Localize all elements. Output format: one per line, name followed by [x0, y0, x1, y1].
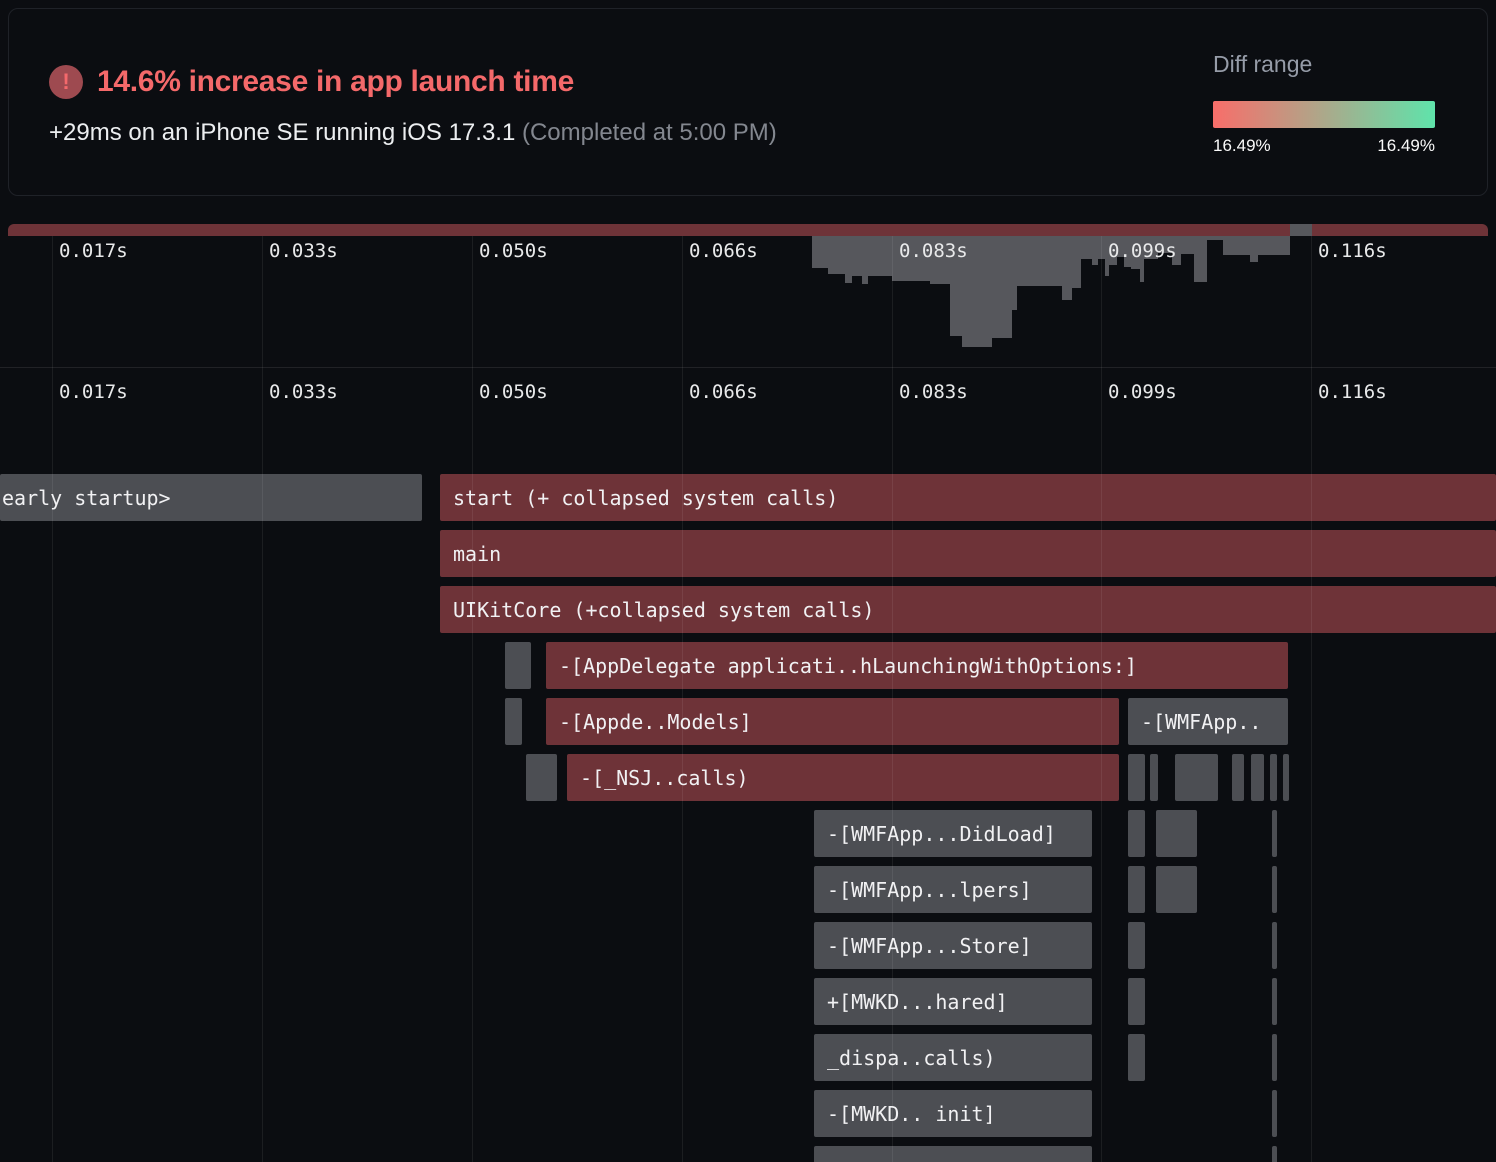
flame-bar[interactable]	[1128, 866, 1145, 913]
flame-bar[interactable]	[1150, 754, 1158, 801]
flame-bar[interactable]	[1272, 1034, 1277, 1081]
flame-bar-label: +[MWKD...hared]	[827, 989, 1008, 1014]
diff-range-gradient	[1213, 101, 1435, 128]
flame-bar-regressed[interactable]: -[AppDelegate applicati..hLaunchingWithO…	[546, 642, 1288, 689]
minimap-tick-label: 0.033s	[269, 240, 338, 262]
flame-bar[interactable]	[1175, 754, 1218, 801]
flame-bar-regressed[interactable]: -[Appde..Models]	[546, 698, 1119, 745]
flame-bar-label: -[WMFApp...Store]	[827, 933, 1032, 958]
diff-range-values: 16.49% 16.49%	[1213, 136, 1435, 156]
ruler-gridline	[472, 367, 473, 1162]
flame-bar-label: -[AppDelegate applicati..hLaunchingWithO…	[559, 653, 1137, 678]
minimap-gridline	[472, 236, 473, 367]
ruler-gridline	[1101, 367, 1102, 1162]
ruler-tick-label: 0.083s	[899, 381, 968, 403]
minimap-range-strip[interactable]	[8, 224, 1488, 236]
minimap-gridline	[682, 236, 683, 367]
flame-bar-label: -[MWKD.. init]	[827, 1101, 996, 1126]
ruler-gridline	[1311, 367, 1312, 1162]
warning-icon: !	[49, 65, 83, 99]
flame-bar[interactable]	[1272, 810, 1277, 857]
flame-bar[interactable]	[1156, 866, 1197, 913]
summary-card: ! 14.6% increase in app launch time +29m…	[8, 8, 1488, 196]
flame-bar-label: -[Appde..Models]	[559, 709, 752, 734]
flame-bar[interactable]	[526, 754, 557, 801]
minimap-gridline	[892, 236, 893, 367]
flame-bar[interactable]	[1128, 754, 1145, 801]
flame-bar[interactable]: +[MWKD...hared]	[814, 978, 1092, 1025]
ruler-tick-label: 0.033s	[269, 381, 338, 403]
flame-bar-label: -[WMFApp...lpers]	[827, 877, 1032, 902]
flame-bar[interactable]	[1272, 978, 1277, 1025]
flame-bar-label: -[WMFApp..	[1141, 709, 1262, 734]
minimap-tick-label: 0.066s	[689, 240, 758, 262]
subtitle-text: +29ms on an iPhone SE running iOS 17.3.1	[49, 119, 516, 146]
flame-bar[interactable]	[1232, 754, 1244, 801]
flame-bar[interactable]	[1272, 1090, 1277, 1137]
minimap-tick-label: 0.050s	[479, 240, 548, 262]
flame-bar[interactable]: _dispa..calls)	[814, 1034, 1092, 1081]
flame-bar[interactable]: -[WMFApp...lpers]	[814, 866, 1092, 913]
flame-bar[interactable]	[1283, 754, 1289, 801]
minimap-tick-label: 0.099s	[1108, 240, 1177, 262]
completed-note: (Completed at 5:00 PM)	[521, 119, 777, 146]
alert-title: 14.6% increase in app launch time	[97, 65, 574, 98]
flame-bar[interactable]	[1270, 754, 1277, 801]
minimap-tick-label: 0.116s	[1318, 240, 1387, 262]
flame-bar[interactable]: -[WMFApp...DidLoad]	[814, 810, 1092, 857]
flame-bar-label: UIKitCore (+collapsed system calls)	[453, 597, 875, 622]
minimap-gridline	[1101, 236, 1102, 367]
diff-range-max: 16.49%	[1377, 136, 1435, 155]
ruler-tick-label: 0.116s	[1318, 381, 1387, 403]
flame-bar[interactable]: -[WMFApp...Store]	[814, 922, 1092, 969]
ruler-tick-label: 0.099s	[1108, 381, 1177, 403]
ruler-tick-label: 0.050s	[479, 381, 548, 403]
flame-bar-regressed[interactable]: UIKitCore (+collapsed system calls)	[440, 586, 1496, 633]
flame-bar-label: start (+ collapsed system calls)	[453, 485, 839, 510]
ruler-gridline	[52, 367, 53, 1162]
minimap-tick-label: 0.083s	[899, 240, 968, 262]
flame-bar[interactable]	[1272, 922, 1277, 969]
flame-bar-label: _dispa..calls)	[827, 1045, 996, 1070]
flame-bar[interactable]: early startup>	[0, 474, 422, 521]
ruler-gridline	[892, 367, 893, 1162]
flame-bar[interactable]	[814, 1146, 1092, 1162]
ruler-tick-label: 0.066s	[689, 381, 758, 403]
flame-bar[interactable]	[1128, 978, 1145, 1025]
device-subtitle: +29ms on an iPhone SE running iOS 17.3.1…	[49, 119, 777, 147]
flame-bar[interactable]	[1128, 922, 1145, 969]
flame-bar[interactable]	[1128, 1034, 1145, 1081]
flame-bar[interactable]: -[WMFApp..	[1128, 698, 1288, 745]
diff-range-label: Diff range	[1213, 51, 1313, 77]
flame-bar[interactable]	[1128, 810, 1145, 857]
flame-bar[interactable]	[1251, 754, 1264, 801]
flame-bar-regressed[interactable]: -[_NSJ..calls)	[567, 754, 1119, 801]
minimap-gridline	[1311, 236, 1312, 367]
flame-bar[interactable]	[1272, 866, 1277, 913]
ruler-gridline	[682, 367, 683, 1162]
minimap-tick-label: 0.017s	[59, 240, 128, 262]
diff-range-min: 16.49%	[1213, 136, 1271, 155]
flame-bar-label: -[_NSJ..calls)	[580, 765, 749, 790]
flame-bar[interactable]	[505, 698, 522, 745]
ruler-tick-label: 0.017s	[59, 381, 128, 403]
flame-bar[interactable]	[1272, 1146, 1277, 1162]
flame-bar-regressed[interactable]: main	[440, 530, 1496, 577]
flame-bar-label: main	[453, 541, 502, 566]
flame-bar[interactable]: -[MWKD.. init]	[814, 1090, 1092, 1137]
flame-bar-label: early startup>	[2, 485, 171, 510]
minimap-separator	[0, 367, 1496, 368]
flame-bar-label: -[WMFApp...DidLoad]	[827, 821, 1056, 846]
flame-bar-regressed[interactable]: start (+ collapsed system calls)	[440, 474, 1496, 521]
flame-bar[interactable]	[505, 642, 531, 689]
minimap-gridline	[52, 236, 53, 367]
ruler-gridline	[262, 367, 263, 1162]
minimap-gridline	[262, 236, 263, 367]
flame-bar[interactable]	[1156, 810, 1197, 857]
